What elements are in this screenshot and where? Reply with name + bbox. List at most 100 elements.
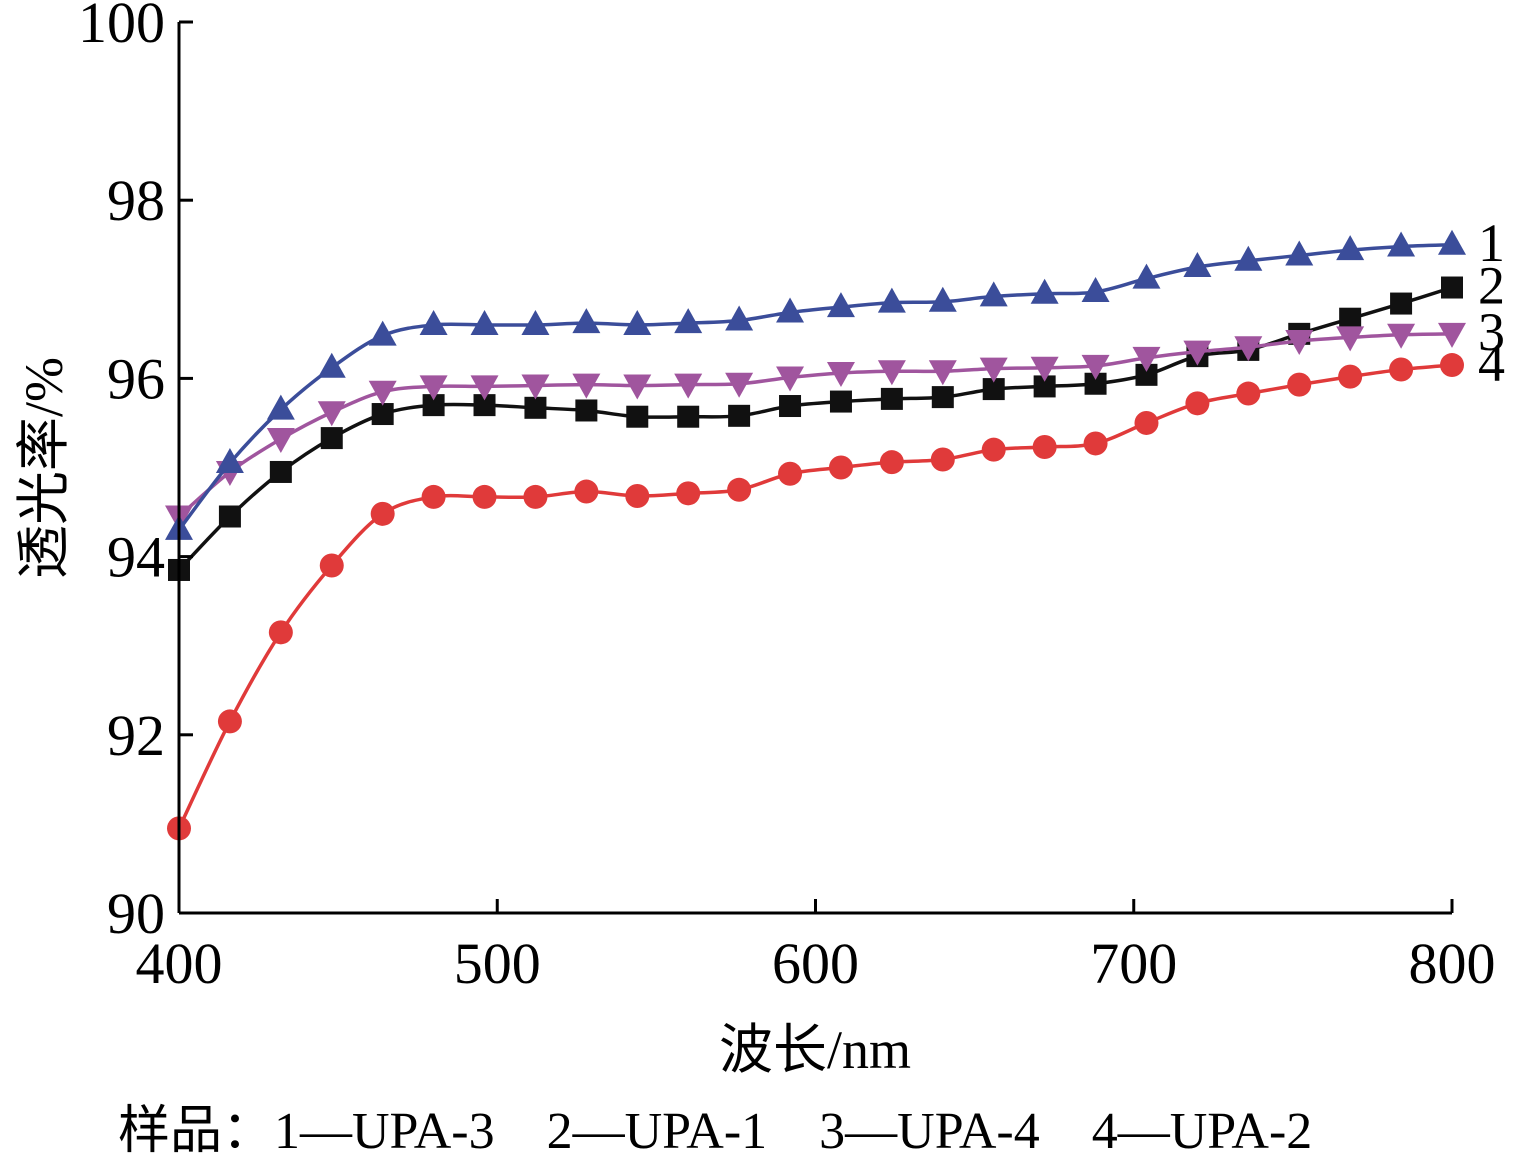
data-point	[829, 390, 852, 413]
data-point	[1030, 356, 1059, 382]
data-point	[826, 362, 855, 388]
data-point	[776, 366, 805, 392]
sample-caption: 样品：1—UPA-3 2—UPA-1 3—UPA-4 4—UPA-2	[118, 1103, 1313, 1160]
x-axis-title: 波长/nm	[719, 1020, 911, 1080]
data-point	[1083, 431, 1108, 456]
data-point	[928, 360, 957, 386]
series-2	[168, 276, 1463, 581]
data-point	[266, 427, 295, 453]
data-point	[880, 387, 903, 410]
data-point	[1438, 322, 1466, 348]
series-layer	[165, 229, 1466, 841]
series-line	[177, 363, 1454, 831]
data-point	[1339, 307, 1362, 330]
data-point	[218, 505, 241, 528]
data-point	[1285, 240, 1314, 266]
data-point	[370, 501, 395, 526]
data-point	[473, 394, 496, 417]
data-point	[572, 373, 601, 399]
y-tick-label: 98	[107, 168, 165, 233]
data-point	[1183, 252, 1212, 278]
data-point	[268, 620, 293, 645]
data-point	[1081, 354, 1110, 380]
data-point	[728, 404, 751, 427]
data-point	[1441, 276, 1463, 299]
ticks: 90 92 94 96 98 100 400 500 600 700 800	[78, 0, 1496, 996]
data-point	[1387, 323, 1416, 349]
x-tick-label: 400	[136, 931, 223, 996]
data-point	[470, 309, 499, 335]
data-point	[215, 448, 244, 474]
y-tick-label: 100	[78, 0, 165, 55]
x-tick-label: 700	[1090, 931, 1177, 996]
data-point	[421, 484, 446, 509]
data-point	[1338, 364, 1363, 389]
data-point	[623, 374, 652, 400]
data-point	[1336, 235, 1365, 261]
data-point	[727, 477, 752, 502]
data-point	[626, 405, 649, 428]
data-point	[1287, 372, 1312, 397]
data-point	[472, 484, 497, 509]
data-point	[931, 386, 954, 409]
data-point	[470, 375, 499, 401]
data-point	[523, 484, 548, 509]
data-point	[930, 447, 955, 472]
data-point	[1132, 263, 1161, 289]
y-tick-label: 92	[107, 703, 165, 768]
data-point	[419, 309, 448, 335]
data-point	[1390, 292, 1413, 315]
series-1	[165, 229, 1466, 540]
data-point	[1081, 276, 1110, 302]
data-point	[1234, 245, 1263, 271]
series-line	[177, 243, 1454, 532]
series-line	[177, 285, 1454, 572]
data-point	[778, 461, 803, 486]
data-point	[1032, 435, 1057, 460]
data-point	[574, 479, 599, 504]
data-point	[521, 374, 550, 400]
data-point	[776, 297, 805, 323]
series-line	[177, 332, 1454, 519]
data-point	[1084, 372, 1107, 395]
data-point	[674, 308, 703, 334]
data-point	[217, 709, 242, 734]
data-point	[320, 427, 343, 450]
data-point	[1438, 229, 1466, 255]
x-tick-label: 600	[772, 931, 859, 996]
y-tick-label: 96	[107, 346, 165, 411]
data-point	[572, 308, 601, 334]
data-point	[1285, 329, 1314, 355]
data-point	[1234, 336, 1263, 362]
data-point	[877, 360, 906, 386]
data-point	[676, 481, 701, 506]
series-end-label: 3	[1478, 302, 1505, 362]
x-tick-label: 800	[1409, 931, 1496, 996]
data-point	[725, 372, 754, 398]
data-point	[269, 460, 292, 483]
data-point	[1387, 231, 1416, 257]
data-point	[674, 373, 703, 399]
data-point	[779, 395, 802, 418]
data-point	[877, 287, 906, 313]
data-point	[1336, 326, 1365, 352]
series-end-label: 1	[1478, 213, 1505, 273]
data-point	[1236, 381, 1261, 406]
data-point	[422, 394, 445, 417]
data-point	[981, 437, 1006, 462]
data-point	[1440, 353, 1464, 378]
data-point	[368, 380, 397, 406]
data-point	[979, 357, 1008, 383]
data-point	[725, 305, 754, 331]
series-end-label: 4	[1478, 333, 1505, 393]
data-point	[979, 281, 1008, 307]
data-point	[928, 286, 957, 312]
data-point	[368, 320, 397, 346]
y-tick-label: 94	[107, 525, 165, 590]
data-point	[319, 553, 344, 578]
data-point	[371, 403, 394, 426]
data-point	[521, 309, 550, 335]
data-point	[1030, 278, 1059, 304]
data-point	[1135, 363, 1158, 386]
